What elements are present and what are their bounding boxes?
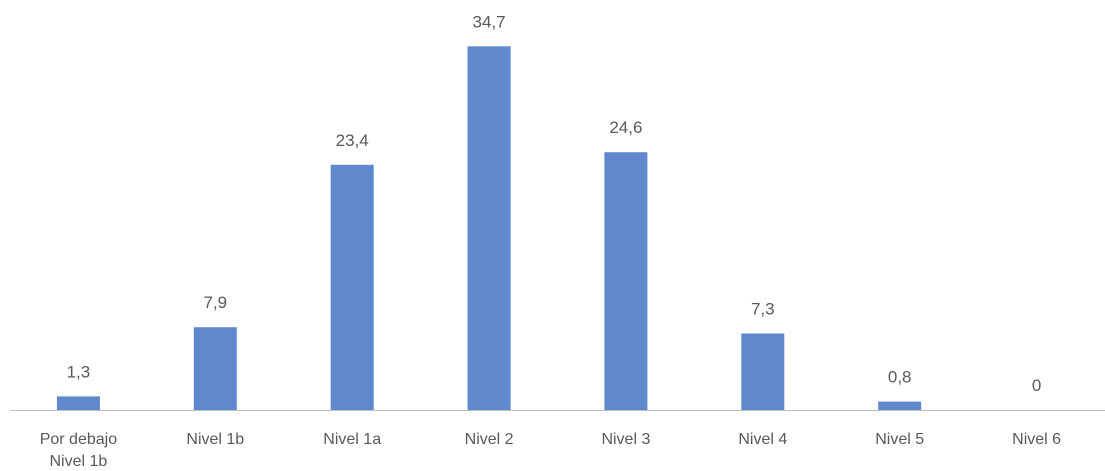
bars-group xyxy=(56,46,922,411)
data-label-2: 23,4 xyxy=(336,131,369,150)
bar-0 xyxy=(56,396,100,410)
data-label-6: 0,8 xyxy=(888,368,912,387)
x-tick-label-0: Por debajo Nivel 1b xyxy=(40,431,117,470)
x-tick-label-6: Nivel 5 xyxy=(875,431,924,448)
data-label-7: 0 xyxy=(1032,376,1041,395)
x-tick-labels-group: Por debajo Nivel 1b Nivel 1b Nivel 1a Nivel … xyxy=(40,431,1061,470)
x-tick-label-2: Nivel 1a xyxy=(323,431,381,448)
bar-5 xyxy=(741,333,785,410)
data-labels-group: 1,3 7,9 23,4 34,7 24,6 7,3 0,8 0 xyxy=(67,12,1042,395)
data-label-0: 1,3 xyxy=(67,362,91,381)
bar-2 xyxy=(330,164,374,410)
data-label-1: 7,9 xyxy=(203,293,227,312)
x-tick-label-1: Nivel 1b xyxy=(186,431,244,448)
data-label-4: 24,6 xyxy=(609,118,642,137)
data-label-3: 34,7 xyxy=(473,12,506,31)
x-tick-label-3: Nivel 2 xyxy=(465,431,514,448)
bar-1 xyxy=(193,327,237,410)
x-tick-label-5: Nivel 4 xyxy=(738,431,787,448)
data-label-5: 7,3 xyxy=(751,300,775,319)
bar-3 xyxy=(467,46,511,411)
x-tick-label-7: Nivel 6 xyxy=(1012,431,1061,448)
bar-4 xyxy=(604,152,648,410)
bar-6 xyxy=(878,401,922,410)
x-tick-label-4: Nivel 3 xyxy=(601,431,650,448)
